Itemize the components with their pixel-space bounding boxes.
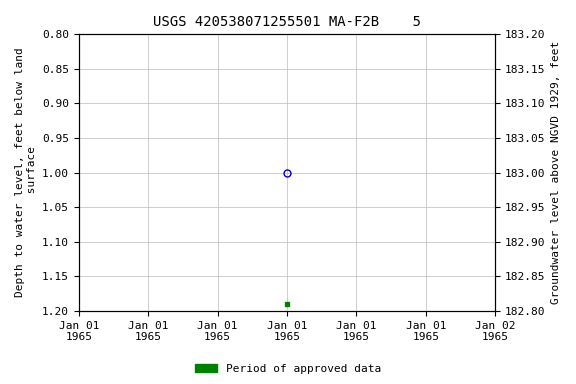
Y-axis label: Depth to water level, feet below land
 surface: Depth to water level, feet below land su… (15, 48, 37, 298)
Title: USGS 420538071255501 MA-F2B    5: USGS 420538071255501 MA-F2B 5 (153, 15, 421, 29)
Legend: Period of approved data: Period of approved data (191, 359, 385, 379)
Y-axis label: Groundwater level above NGVD 1929, feet: Groundwater level above NGVD 1929, feet (551, 41, 561, 304)
